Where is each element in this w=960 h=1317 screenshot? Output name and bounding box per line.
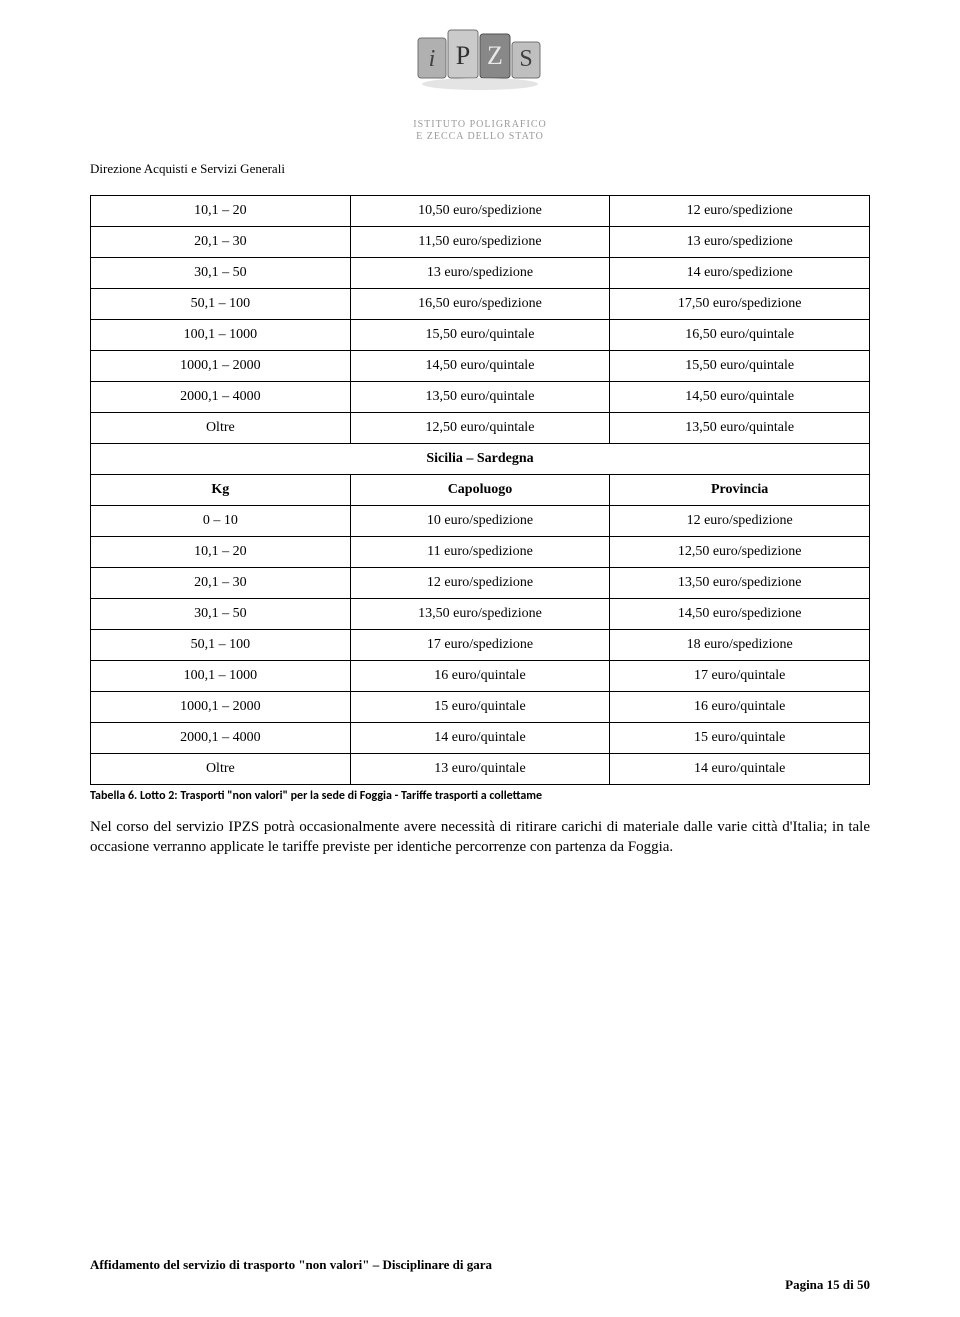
table-row: 50,1 – 10016,50 euro/spedizione17,50 eur…	[91, 289, 870, 320]
department-line: Direzione Acquisti e Servizi Generali	[90, 161, 870, 177]
cell-range: 2000,1 – 4000	[91, 723, 351, 754]
cell-capoluogo: 12 euro/spedizione	[350, 568, 610, 599]
table-row: 0 – 1010 euro/spedizione12 euro/spedizio…	[91, 506, 870, 537]
cell-capoluogo: 13,50 euro/spedizione	[350, 599, 610, 630]
cell-provincia: 17,50 euro/spedizione	[610, 289, 870, 320]
cell-provincia: 13 euro/spedizione	[610, 227, 870, 258]
cell-capoluogo: 17 euro/spedizione	[350, 630, 610, 661]
cell-range: 1000,1 – 2000	[91, 692, 351, 723]
cell-provincia: 12,50 euro/spedizione	[610, 537, 870, 568]
table-row: 1000,1 – 200014,50 euro/quintale15,50 eu…	[91, 351, 870, 382]
cell-capoluogo: 11 euro/spedizione	[350, 537, 610, 568]
cell-capoluogo: 13,50 euro/quintale	[350, 382, 610, 413]
table-row: 10,1 – 2011 euro/spedizione12,50 euro/sp…	[91, 537, 870, 568]
cell-provincia: 17 euro/quintale	[610, 661, 870, 692]
table-row: 2000,1 – 400014 euro/quintale15 euro/qui…	[91, 723, 870, 754]
cell-provincia: 15,50 euro/quintale	[610, 351, 870, 382]
cell-capoluogo: 15,50 euro/quintale	[350, 320, 610, 351]
cell-capoluogo: 10,50 euro/spedizione	[350, 196, 610, 227]
cell-provincia: 12 euro/spedizione	[610, 196, 870, 227]
cell-range: Oltre	[91, 413, 351, 444]
cell-range: 1000,1 – 2000	[91, 351, 351, 382]
table-row: 10,1 – 2010,50 euro/spedizione12 euro/sp…	[91, 196, 870, 227]
page-number: Pagina 15 di 50	[785, 1277, 870, 1293]
col-provincia: Provincia	[610, 475, 870, 506]
table-row: 30,1 – 5013 euro/spedizione14 euro/spedi…	[91, 258, 870, 289]
header-logo-block: i P Z S ISTITUTO POLIGRAFICO E ZECCA DEL…	[90, 20, 870, 143]
cell-provincia: 16 euro/quintale	[610, 692, 870, 723]
logo-sub-line1: ISTITUTO POLIGRAFICO	[413, 119, 546, 130]
cell-capoluogo: 13 euro/spedizione	[350, 258, 610, 289]
table-row: 1000,1 – 200015 euro/quintale16 euro/qui…	[91, 692, 870, 723]
cell-provincia: 15 euro/quintale	[610, 723, 870, 754]
cell-range: 20,1 – 30	[91, 568, 351, 599]
cell-provincia: 12 euro/spedizione	[610, 506, 870, 537]
logo-ipzs: i P Z S	[410, 20, 550, 110]
svg-text:S: S	[519, 46, 532, 72]
cell-capoluogo: 16 euro/quintale	[350, 661, 610, 692]
cell-range: 0 – 10	[91, 506, 351, 537]
cell-capoluogo: 14,50 euro/quintale	[350, 351, 610, 382]
table-row: 50,1 – 10017 euro/spedizione18 euro/sped…	[91, 630, 870, 661]
cell-provincia: 16,50 euro/quintale	[610, 320, 870, 351]
cell-capoluogo: 15 euro/quintale	[350, 692, 610, 723]
cell-provincia: 14,50 euro/spedizione	[610, 599, 870, 630]
table-row: 20,1 – 3012 euro/spedizione13,50 euro/sp…	[91, 568, 870, 599]
cell-provincia: 14 euro/quintale	[610, 754, 870, 785]
table-row: 2000,1 – 400013,50 euro/quintale14,50 eu…	[91, 382, 870, 413]
rates-table: 10,1 – 2010,50 euro/spedizione12 euro/sp…	[90, 195, 870, 785]
cell-range: 20,1 – 30	[91, 227, 351, 258]
cell-range: 30,1 – 50	[91, 599, 351, 630]
cell-range: Oltre	[91, 754, 351, 785]
svg-text:Z: Z	[487, 41, 503, 70]
table-header-row: Kg Capoluogo Provincia	[91, 475, 870, 506]
section-header-row: Sicilia – Sardegna	[91, 444, 870, 475]
table-caption: Tabella 6. Lotto 2: Trasporti "non valor…	[90, 789, 870, 803]
cell-range: 10,1 – 20	[91, 537, 351, 568]
table-row: 100,1 – 100016 euro/quintale17 euro/quin…	[91, 661, 870, 692]
logo-subtitle: ISTITUTO POLIGRAFICO E ZECCA DELLO STATO	[90, 119, 870, 143]
table-row: 20,1 – 3011,50 euro/spedizione13 euro/sp…	[91, 227, 870, 258]
table-row: Oltre13 euro/quintale14 euro/quintale	[91, 754, 870, 785]
cell-range: 50,1 – 100	[91, 289, 351, 320]
cell-range: 100,1 – 1000	[91, 320, 351, 351]
cell-capoluogo: 12,50 euro/quintale	[350, 413, 610, 444]
body-paragraph: Nel corso del servizio IPZS potrà occasi…	[90, 817, 870, 858]
footer-text: Affidamento del servizio di trasporto "n…	[90, 1257, 492, 1273]
cell-range: 30,1 – 50	[91, 258, 351, 289]
svg-text:P: P	[456, 41, 470, 70]
table-row: 30,1 – 5013,50 euro/spedizione14,50 euro…	[91, 599, 870, 630]
cell-capoluogo: 13 euro/quintale	[350, 754, 610, 785]
cell-provincia: 14 euro/spedizione	[610, 258, 870, 289]
cell-provincia: 18 euro/spedizione	[610, 630, 870, 661]
cell-range: 100,1 – 1000	[91, 661, 351, 692]
cell-range: 10,1 – 20	[91, 196, 351, 227]
cell-range: 2000,1 – 4000	[91, 382, 351, 413]
cell-provincia: 13,50 euro/quintale	[610, 413, 870, 444]
cell-capoluogo: 11,50 euro/spedizione	[350, 227, 610, 258]
section-title: Sicilia – Sardegna	[91, 444, 870, 475]
cell-capoluogo: 16,50 euro/spedizione	[350, 289, 610, 320]
col-kg: Kg	[91, 475, 351, 506]
cell-capoluogo: 10 euro/spedizione	[350, 506, 610, 537]
cell-capoluogo: 14 euro/quintale	[350, 723, 610, 754]
table-row: 100,1 – 100015,50 euro/quintale16,50 eur…	[91, 320, 870, 351]
cell-provincia: 14,50 euro/quintale	[610, 382, 870, 413]
cell-provincia: 13,50 euro/spedizione	[610, 568, 870, 599]
logo-sub-line2: E ZECCA DELLO STATO	[416, 131, 544, 142]
svg-text:i: i	[429, 46, 436, 72]
cell-range: 50,1 – 100	[91, 630, 351, 661]
col-capoluogo: Capoluogo	[350, 475, 610, 506]
table-row: Oltre12,50 euro/quintale13,50 euro/quint…	[91, 413, 870, 444]
